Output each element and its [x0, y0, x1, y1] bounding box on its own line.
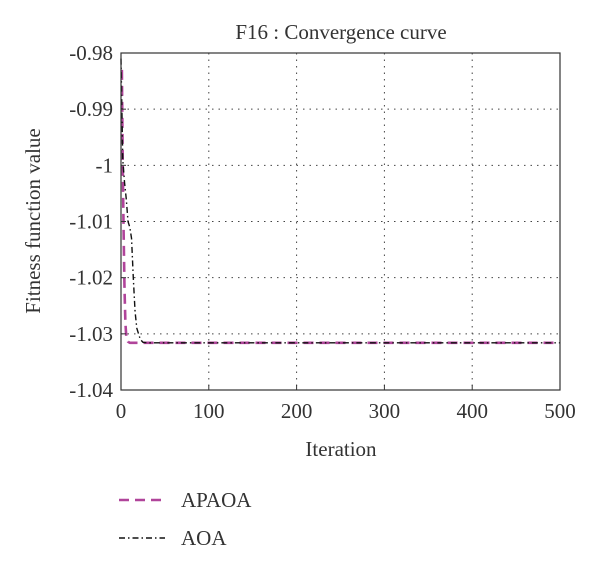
y-tick-label: -1.03 — [69, 322, 113, 346]
grid-lines — [121, 53, 560, 390]
y-tick-label: -1.02 — [69, 266, 113, 290]
x-tick-label: 200 — [281, 399, 313, 423]
x-tick-label: 300 — [369, 399, 401, 423]
y-tick-label: -1.01 — [69, 210, 113, 234]
legend-label-aoa: AOA — [181, 526, 227, 550]
x-tick-label: 400 — [456, 399, 488, 423]
y-axis-ticks: -0.98 -0.99 -1 -1.01 -1.02 -1.03 -1.04 — [69, 41, 126, 402]
x-axis-label: Iteration — [305, 437, 377, 461]
series-line-aoa — [120, 58, 560, 344]
y-tick-label: -0.99 — [69, 97, 113, 121]
legend: APAOA AOA — [119, 488, 252, 550]
legend-item-apaoa: APAOA — [119, 488, 252, 512]
y-tick-label: -0.98 — [69, 41, 113, 65]
y-axis-label: Fitness function value — [21, 128, 45, 313]
y-tick-label: -1.04 — [69, 378, 113, 402]
x-tick-label: 500 — [544, 399, 576, 423]
chart-title: F16 : Convergence curve — [235, 20, 446, 44]
y-tick-label: -1 — [96, 153, 114, 177]
series-layer — [120, 58, 560, 345]
x-axis-ticks: 0 100 200 300 400 500 — [116, 385, 576, 423]
legend-item-aoa: AOA — [119, 526, 227, 550]
series-line-apaoa — [120, 69, 560, 345]
x-tick-label: 100 — [193, 399, 225, 423]
x-tick-label: 0 — [116, 399, 127, 423]
legend-label-apaoa: APAOA — [181, 488, 252, 512]
